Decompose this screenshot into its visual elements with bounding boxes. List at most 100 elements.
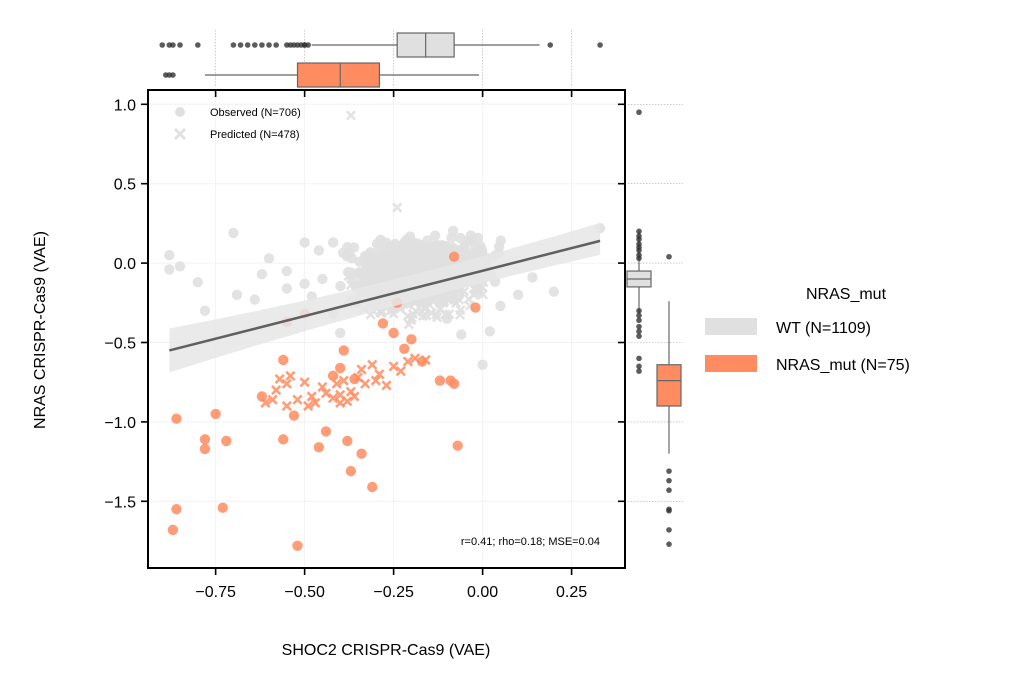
nras-mut-predicted-point [342,396,353,407]
outlier [636,355,642,362]
outlier [636,236,642,243]
nras-mut-observed-point [470,302,481,313]
nras-mut-observed-point [171,504,182,515]
wt-observed-point [281,283,293,294]
y-tick-label: −1.5 [104,494,136,511]
nras-mut-predicted-point [306,391,317,402]
nras-mut-observed-point [256,391,268,402]
outlier [170,72,176,78]
wt-predicted-point [417,310,429,322]
nras-mut-predicted-point [388,361,399,372]
nras-mut-predicted-point [356,364,367,375]
right-boxplot-nras-mut [656,253,682,547]
y-tick-label: 0.0 [114,256,136,273]
scatter-plot-area [148,90,625,568]
nras-mut-predicted-point [367,359,378,370]
wt-predicted-point [419,303,430,314]
nras-mut-observed-point [406,334,417,345]
outlier [666,527,672,533]
wt-observed-point [364,258,376,269]
wt-observed-point [192,276,204,288]
wt-observed-point [341,251,353,262]
nras-mut-predicted-point [267,394,278,405]
legend-nras-swatch [705,355,757,372]
axis-ticks: −0.75 −0.50 −0.25 0.00 0.25 1.0 0.5 0.0 −0.5 −1.0… [104,90,625,601]
nras-mut-observed-point [448,378,460,389]
nras-mut-predicted-point [310,397,321,408]
wt-predicted-point [345,110,357,121]
wt-observed-point [548,286,560,297]
box [296,62,380,88]
outlier [636,333,642,339]
nras-mut-observed-point [171,413,182,424]
nras-mut-predicted-point [409,353,421,364]
legend-predicted-marker [173,127,187,141]
wt-predicted-point [367,269,378,280]
hue-legend: NRAS_mut WT (N=1109) NRAS_mut (N=75) [705,286,910,374]
wt-predicted-point [459,242,470,253]
wt-observed-point [495,300,506,312]
top-boxplot-wt [159,32,603,58]
outlier [305,42,311,48]
nras-mut-predicted-point [274,373,285,385]
legend-predicted-label: Predicted (N=478) [210,129,300,141]
wt-observed-point [447,225,459,237]
outlier [636,317,642,324]
y-tick-label: 0.5 [114,177,136,194]
nras-mut-predicted-point [370,375,381,386]
outlier [666,487,672,493]
nras-mut-observed-point [356,448,367,459]
legend-wt-swatch [705,318,757,335]
outlier [636,307,642,314]
wt-observed-point [327,237,339,248]
outlier [195,42,201,48]
outlier [636,109,642,116]
nras-mut-observed-point [199,434,211,445]
nras-mut-observed-point [335,362,346,374]
wt-predicted-point [396,255,407,266]
y-tick-label: 1.0 [114,97,136,114]
nras-mut-predicted-point [360,378,371,389]
nras-mut-observed-point [434,375,446,386]
nras-mut-observed-point [288,410,300,421]
wt-observed-point [317,273,328,285]
outlier [666,253,672,260]
nras-mut-predicted-point [320,388,332,399]
wt-observed-point [475,241,486,252]
wt-predicted-point [405,315,417,326]
outlier [159,42,166,48]
nras-mut-observed-point [452,440,463,451]
x-axis-label: SHOC2 CRISPR-Cas9 (VAE) [282,642,491,659]
outlier [636,247,642,254]
x-tick-label: 0.25 [556,584,587,601]
wt-observed-point [164,249,175,261]
nras-mut-observed-point [345,465,357,477]
nras-mut-observed-point [199,443,211,455]
wt-observed-point [395,241,406,252]
wt-observed-point [281,265,293,277]
wt-predicted-point [459,286,470,297]
outlier [636,255,642,262]
wt-predicted-point [437,297,449,309]
wt-observed-point [375,234,386,246]
legend-observed-marker [175,107,185,117]
legend-nras-label: NRAS_mut (N=75) [776,357,910,374]
nras-mut-observed-point [448,251,460,262]
wt-predicted-point [427,260,438,271]
nras-mut-predicted-point [285,370,296,381]
wt-observed-point [402,233,413,245]
outlier [266,42,272,48]
confidence-band [169,222,601,373]
nras-mut-predicted-point [303,400,314,412]
nras-mut-predicted-point [281,378,292,389]
outlier [636,228,642,235]
regression-line [169,222,601,373]
x-tick-label: 0.00 [467,584,498,601]
plot-frame [147,89,626,569]
regression-line-path [169,239,601,352]
box [656,364,682,407]
wt-observed-point [484,326,495,337]
wt-observed-point [313,245,325,256]
wt-observed-point [335,327,346,339]
nras-mut-predicted-point [402,356,413,367]
